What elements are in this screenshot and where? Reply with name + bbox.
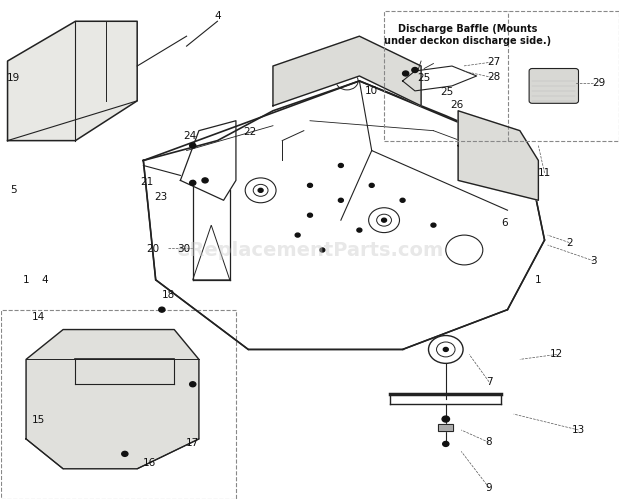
Text: eReplacementParts.com: eReplacementParts.com [176, 240, 444, 260]
Circle shape [442, 416, 450, 422]
Bar [1, 310, 236, 498]
Circle shape [339, 198, 343, 202]
FancyBboxPatch shape [529, 68, 578, 104]
Circle shape [443, 348, 448, 352]
Circle shape [190, 180, 196, 186]
Circle shape [258, 188, 263, 192]
Circle shape [202, 178, 208, 183]
Circle shape [122, 452, 128, 456]
Text: 17: 17 [186, 438, 200, 448]
Text: 9: 9 [485, 482, 492, 492]
Circle shape [320, 248, 325, 252]
Text: 21: 21 [140, 178, 153, 188]
Text: 20: 20 [147, 244, 160, 254]
Polygon shape [7, 22, 137, 141]
Text: 22: 22 [243, 127, 256, 137]
Circle shape [443, 442, 449, 446]
Circle shape [308, 213, 312, 217]
Text: 25: 25 [417, 74, 431, 84]
Circle shape [412, 68, 418, 72]
Text: 25: 25 [440, 87, 454, 97]
Text: 3: 3 [591, 256, 597, 266]
Text: 5: 5 [11, 186, 17, 196]
Text: 1: 1 [535, 275, 542, 285]
Text: 11: 11 [538, 168, 551, 178]
Text: 16: 16 [143, 458, 156, 468]
Bar [384, 12, 619, 140]
Text: 12: 12 [551, 350, 564, 360]
Text: 29: 29 [592, 78, 606, 88]
Circle shape [190, 143, 196, 148]
Text: 6: 6 [501, 218, 508, 228]
Circle shape [190, 382, 196, 386]
Circle shape [431, 223, 436, 227]
Text: 7: 7 [485, 377, 492, 387]
Text: 24: 24 [183, 130, 197, 140]
Circle shape [400, 198, 405, 202]
Bar [438, 424, 453, 432]
Text: 27: 27 [487, 57, 500, 67]
Text: 14: 14 [32, 312, 45, 322]
Circle shape [159, 307, 165, 312]
Text: 1: 1 [23, 275, 29, 285]
Text: 18: 18 [161, 290, 175, 300]
Text: 30: 30 [177, 244, 190, 254]
Text: 2: 2 [566, 238, 572, 248]
Polygon shape [273, 36, 421, 106]
Circle shape [370, 184, 374, 188]
Circle shape [308, 184, 312, 188]
Text: 28: 28 [487, 72, 500, 83]
Text: 19: 19 [7, 74, 20, 84]
Circle shape [357, 228, 362, 232]
Text: 23: 23 [154, 192, 167, 202]
Circle shape [381, 218, 386, 222]
Text: 13: 13 [572, 425, 585, 435]
Text: 4: 4 [42, 275, 48, 285]
Text: 26: 26 [450, 100, 464, 110]
Text: Discharge Baffle (Mounts
under deckon discharge side.): Discharge Baffle (Mounts under deckon di… [384, 24, 551, 46]
Text: 15: 15 [32, 415, 45, 425]
Text: 8: 8 [485, 438, 492, 448]
Circle shape [339, 164, 343, 168]
Bar [438, 424, 453, 432]
Circle shape [295, 233, 300, 237]
Polygon shape [458, 111, 538, 200]
Text: 10: 10 [365, 86, 378, 96]
Circle shape [402, 71, 409, 76]
Polygon shape [26, 330, 199, 469]
Text: 4: 4 [214, 12, 221, 22]
